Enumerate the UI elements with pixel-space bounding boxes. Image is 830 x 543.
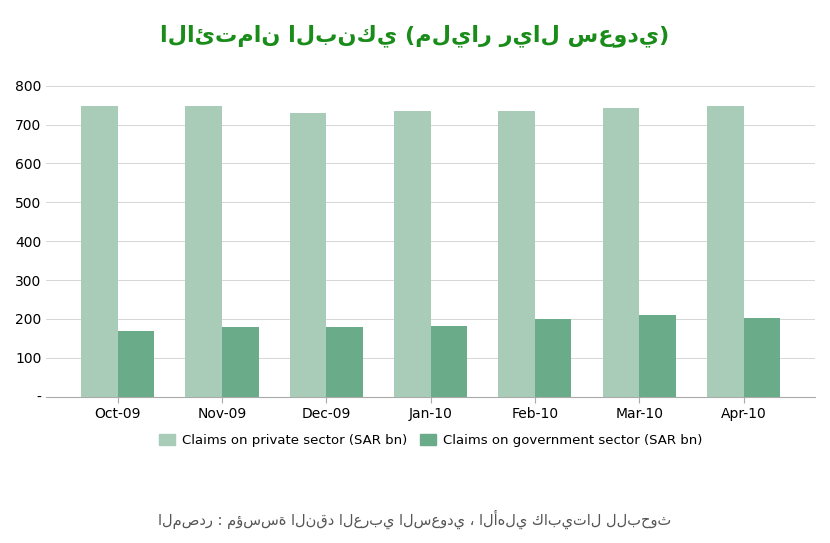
Bar bbox=[185, 106, 222, 397]
Text: الائتمان البنكي (مليار ريال سعودي): الائتمان البنكي (مليار ريال سعودي) bbox=[160, 24, 670, 47]
Bar bbox=[639, 315, 676, 397]
Bar bbox=[744, 318, 780, 397]
Legend: Claims on private sector (SAR bn), Claims on government sector (SAR bn): Claims on private sector (SAR bn), Claim… bbox=[154, 428, 707, 452]
Bar bbox=[118, 331, 154, 397]
Bar bbox=[222, 327, 258, 397]
Bar bbox=[603, 108, 639, 397]
Bar bbox=[81, 106, 118, 397]
Bar bbox=[499, 111, 535, 397]
Bar bbox=[431, 326, 467, 397]
Bar bbox=[394, 111, 431, 397]
Bar bbox=[707, 106, 744, 397]
Bar bbox=[535, 319, 571, 397]
Bar bbox=[326, 327, 363, 397]
Bar bbox=[290, 113, 326, 397]
Text: المصدر : مؤسسة النقد العربي السعودي ، الأهلي كابيتال للبحوث: المصدر : مؤسسة النقد العربي السعودي ، ال… bbox=[159, 510, 671, 529]
